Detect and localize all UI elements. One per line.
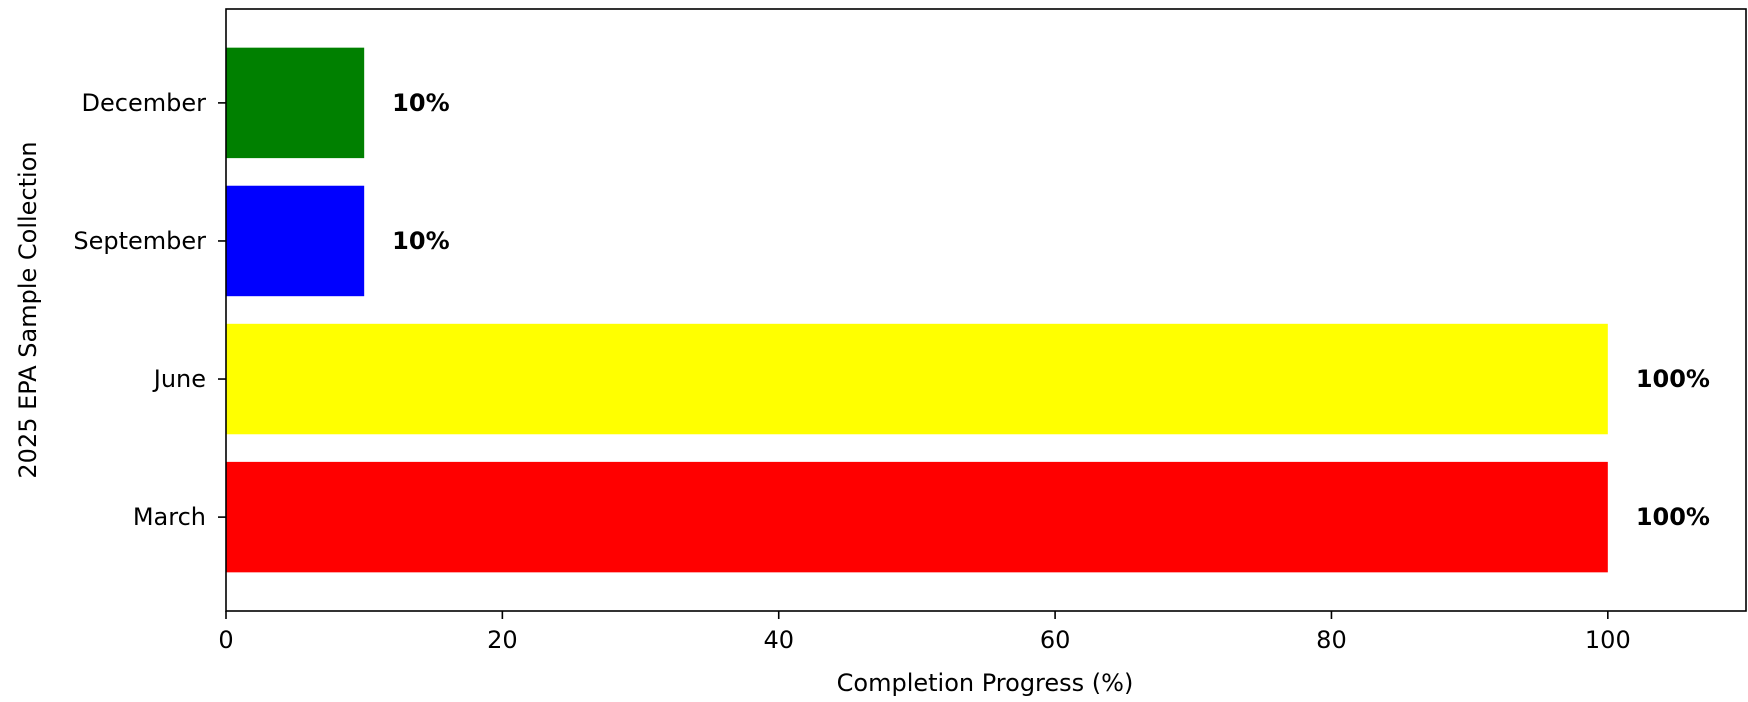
bar-june [226, 323, 1608, 435]
x-tick-label-100: 100 [1585, 626, 1631, 654]
x-tick-label-80: 80 [1316, 626, 1347, 654]
x-tick-label-40: 40 [763, 626, 794, 654]
x-axis-title: Completion Progress (%) [837, 669, 1134, 697]
y-tick-label-december: December [82, 89, 207, 117]
plot-frame [225, 8, 1747, 612]
bar-march [226, 461, 1608, 573]
bar-september [226, 185, 365, 297]
x-tick-label-20: 20 [487, 626, 518, 654]
data-labels-group: 100% 100% 10% 10% [392, 89, 1710, 531]
data-label-september: 10% [392, 227, 449, 255]
y-tick-label-march: March [133, 503, 206, 531]
x-tick-label-0: 0 [218, 626, 233, 654]
y-axis-ticks: March June September December [73, 89, 226, 531]
y-tick-label-june: June [152, 365, 206, 393]
y-axis-title: 2025 EPA Sample Collection [14, 141, 42, 478]
bars-group [226, 47, 1608, 573]
data-label-june: 100% [1636, 365, 1710, 393]
bar-december [226, 47, 365, 159]
y-tick-label-september: September [73, 227, 206, 255]
x-tick-label-60: 60 [1040, 626, 1071, 654]
data-label-march: 100% [1636, 503, 1710, 531]
x-axis-ticks: 0 20 40 60 80 100 [218, 611, 1631, 654]
data-label-december: 10% [392, 89, 449, 117]
